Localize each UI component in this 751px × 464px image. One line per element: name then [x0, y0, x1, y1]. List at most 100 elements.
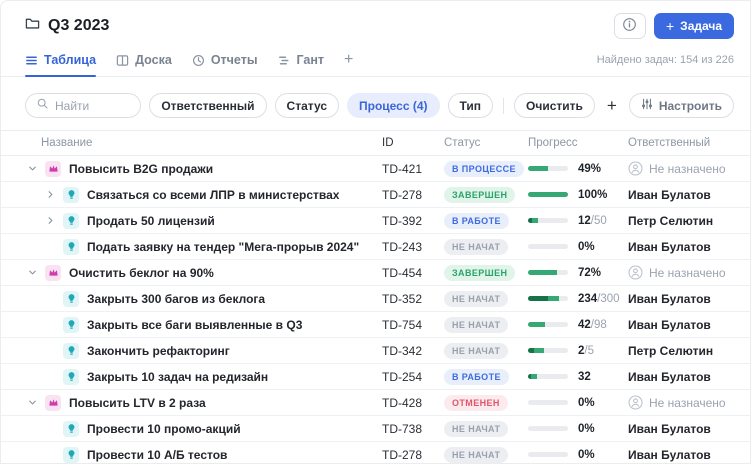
task-name-cell: Очистить беклог на 90%: [25, 264, 382, 281]
task-name[interactable]: Подать заявку на тендер "Мега-прорыв 202…: [87, 239, 360, 254]
person-icon: [628, 161, 643, 176]
table-row[interactable]: Закрыть 10 задач на редизайн TD-254 В РА…: [1, 364, 750, 390]
filter-status[interactable]: Статус: [274, 93, 339, 118]
tab-gantt[interactable]: Гант: [278, 49, 324, 76]
task-name[interactable]: Закрыть все баги выявленные в Q3: [87, 317, 303, 332]
search-input[interactable]: [55, 98, 131, 113]
tab-table[interactable]: Таблица: [25, 49, 97, 77]
task-name-cell: Провести 10 А/Б тестов: [25, 446, 382, 463]
progress-bar: [528, 374, 568, 379]
progress-cell: 32: [528, 371, 628, 383]
table-row[interactable]: Связаться со всеми ЛПР в министерствах T…: [1, 182, 750, 208]
bulb-icon: [63, 316, 79, 333]
progress-cell: 49%: [528, 163, 628, 175]
task-id: TD-243: [382, 239, 423, 254]
task-name-cell: Подать заявку на тендер "Мега-прорыв 202…: [25, 238, 382, 255]
col-status[interactable]: Статус: [444, 137, 481, 149]
task-name[interactable]: Связаться со всеми ЛПР в министерствах: [87, 187, 340, 202]
table-row[interactable]: Продать 50 лицензий TD-392 В РАБОТЕ 12/5…: [1, 208, 750, 234]
task-name[interactable]: Закрыть 300 багов из беклога: [87, 291, 266, 306]
col-name[interactable]: Название: [41, 137, 93, 149]
progress-cell: 72%: [528, 267, 628, 279]
status-badge: НЕ НАЧАТ: [444, 420, 509, 437]
progress-bar: [528, 192, 568, 197]
task-name[interactable]: Закончить рефакторинг: [87, 343, 230, 358]
progress-value: 12/50: [578, 214, 607, 227]
task-id: TD-454: [382, 265, 423, 280]
progress-bar: [528, 218, 568, 223]
tab-add[interactable]: +: [344, 51, 354, 68]
progress-value: 72%: [578, 266, 602, 279]
table-row[interactable]: Провести 10 А/Б тестов TD-278 НЕ НАЧАТ 0…: [1, 442, 750, 463]
task-name[interactable]: Повысить LTV в 2 раза: [69, 395, 206, 410]
table-header: Название ID Статус Прогресс Ответственны…: [1, 130, 750, 156]
bulb-icon: [63, 290, 79, 307]
status-badge: ЗАВЕРШЕН: [444, 186, 516, 203]
table-row[interactable]: Провести 10 промо-акций TD-738 НЕ НАЧАТ …: [1, 416, 750, 442]
task-id: TD-342: [382, 343, 423, 358]
chevron-down-icon[interactable]: [25, 163, 39, 174]
table-row[interactable]: Закрыть 300 багов из беклога TD-352 НЕ Н…: [1, 286, 750, 312]
tab-board[interactable]: Доска: [116, 49, 172, 76]
status-cell: НЕ НАЧАТ: [444, 420, 528, 437]
assignee-name: Не назначено: [649, 265, 726, 280]
table-row[interactable]: Закончить рефакторинг TD-342 НЕ НАЧАТ 2/…: [1, 338, 750, 364]
progress-cell: 2/5: [528, 345, 628, 357]
status-cell: НЕ НАЧАТ: [444, 290, 528, 307]
assignee-name: Иван Булатов: [628, 291, 711, 306]
table-row[interactable]: Повысить LTV в 2 раза TD-428 ОТМЕНЕН 0% …: [1, 390, 750, 416]
status-badge: ЗАВЕРШЕН: [444, 264, 516, 281]
chevron-down-icon[interactable]: [25, 397, 39, 408]
sliders-icon: [641, 98, 653, 113]
assignee-name: Иван Булатов: [628, 187, 711, 202]
table-row[interactable]: Очистить беклог на 90% TD-454 ЗАВЕРШЕН 7…: [1, 260, 750, 286]
task-name[interactable]: Продать 50 лицензий: [87, 213, 215, 228]
status-cell: ЗАВЕРШЕН: [444, 186, 528, 203]
filter-process[interactable]: Процесс (4): [347, 93, 440, 118]
progress-value: 234/300: [578, 292, 620, 305]
progress-cell: 42/98: [528, 319, 628, 331]
assignee-name: Иван Булатов: [628, 317, 711, 332]
task-name[interactable]: Закрыть 10 задач на редизайн: [87, 369, 269, 384]
task-name[interactable]: Очистить беклог на 90%: [69, 265, 214, 280]
chevron-right-icon[interactable]: [43, 215, 57, 226]
table-icon: [25, 54, 38, 67]
assignee: Иван Булатов: [628, 188, 734, 202]
add-task-button[interactable]: + Задача: [653, 13, 734, 39]
clear-filters-button[interactable]: Очистить: [514, 93, 595, 118]
search-input-wrap[interactable]: [25, 93, 142, 118]
table-row[interactable]: Повысить B2G продажи TD-421 В ПРОЦЕССЕ 4…: [1, 156, 750, 182]
info-button[interactable]: [613, 13, 646, 39]
configure-button[interactable]: Настроить: [628, 93, 734, 118]
task-name[interactable]: Повысить B2G продажи: [69, 161, 214, 176]
assignee: Петр Селютин: [628, 214, 734, 228]
col-progress[interactable]: Прогресс: [528, 137, 578, 149]
gantt-icon: [278, 54, 291, 67]
bulb-icon: [63, 212, 79, 229]
tab-reports[interactable]: Отчеты: [192, 49, 258, 76]
bulb-icon: [63, 342, 79, 359]
task-name-cell: Продать 50 лицензий: [25, 212, 382, 229]
assignee: Иван Булатов: [628, 370, 734, 384]
task-name-cell: Закрыть 10 задач на редизайн: [25, 368, 382, 385]
assignee-name: Иван Булатов: [628, 239, 711, 254]
filter-type[interactable]: Тип: [447, 93, 494, 118]
chevron-right-icon[interactable]: [43, 189, 57, 200]
task-name[interactable]: Провести 10 промо-акций: [87, 421, 241, 436]
progress-value: 100%: [578, 188, 608, 201]
chevron-down-icon[interactable]: [25, 267, 39, 278]
task-name[interactable]: Провести 10 А/Б тестов: [87, 447, 228, 462]
progress-cell: 0%: [528, 397, 628, 409]
table-row[interactable]: Закрыть все баги выявленные в Q3 TD-754 …: [1, 312, 750, 338]
assignee-name: Не назначено: [649, 161, 726, 176]
add-filter-button[interactable]: +: [603, 96, 621, 116]
col-assignee[interactable]: Ответственный: [628, 137, 711, 149]
col-id[interactable]: ID: [382, 137, 394, 149]
assignee: Иван Булатов: [628, 292, 734, 306]
task-id: TD-278: [382, 447, 423, 462]
filter-assignee[interactable]: Ответственный: [149, 93, 267, 118]
assignee-name: Иван Булатов: [628, 447, 711, 462]
status-cell: В ПРОЦЕССЕ: [444, 160, 528, 177]
table-row[interactable]: Подать заявку на тендер "Мега-прорыв 202…: [1, 234, 750, 260]
progress-value: 0%: [578, 396, 595, 409]
